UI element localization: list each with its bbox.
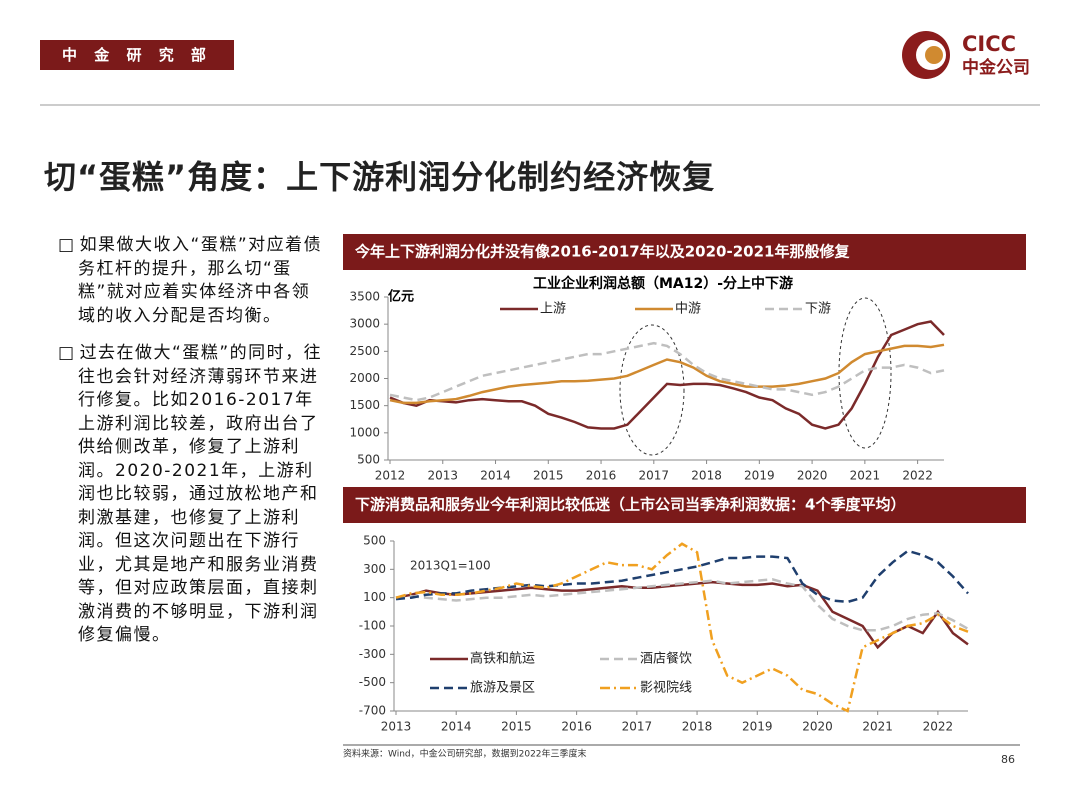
x-tick-label: 2017 <box>622 720 653 734</box>
legend-label: 酒店餐饮 <box>640 651 692 667</box>
y-tick-label: 3500 <box>349 290 380 304</box>
page-number: 86 <box>1001 753 1015 766</box>
x-tick-label: 2022 <box>902 469 933 483</box>
banner <box>343 234 1026 270</box>
x-tick-label: 2019 <box>744 469 775 483</box>
x-tick-label: 2016 <box>586 469 617 483</box>
x-tick-label: 2016 <box>561 720 592 734</box>
y-tick-label: -100 <box>359 619 386 633</box>
y-tick-label: 500 <box>363 534 386 548</box>
divider <box>40 104 1040 106</box>
legend-label: 中游 <box>675 302 701 317</box>
slide-title: 切“蛋糕”角度：上下游利润分化制约经济恢复 <box>44 158 716 196</box>
x-tick-label: 2014 <box>480 469 511 483</box>
logo-text: 中金公司 <box>962 57 1030 78</box>
logo: CICC 中金公司 <box>902 31 1030 79</box>
x-tick-label: 2020 <box>802 720 833 734</box>
bullet: 过去在做大“蛋糕”的同时，往往也会针对经济薄弱环节来进行修复。比如2016-20… <box>58 342 328 648</box>
highlight-ellipse <box>838 297 892 449</box>
x-tick-label: 2022 <box>923 720 954 734</box>
series-line <box>395 580 969 650</box>
x-tick-label: 2012 <box>375 469 406 483</box>
logo-text: CICC <box>962 32 1016 56</box>
x-tick-label: 2020 <box>797 469 828 483</box>
legend-label: 下游 <box>805 302 831 317</box>
x-tick-label: 2017 <box>639 469 670 483</box>
x-tick-label: 2019 <box>742 720 773 734</box>
series-line <box>395 549 969 604</box>
x-tick-label: 2013 <box>427 469 458 483</box>
source-note: 资料来源：Wind，中金公司研究部，数据到2022年三季度末 <box>343 748 587 760</box>
series-line <box>395 578 969 632</box>
series-line <box>389 343 945 405</box>
y-tick-label: -500 <box>359 675 386 689</box>
y-tick-label: 1000 <box>349 425 380 439</box>
x-tick-label: 2018 <box>691 469 722 483</box>
series-line <box>389 341 945 402</box>
y-tick-label: 1500 <box>349 398 380 412</box>
legend-label: 上游 <box>540 302 566 317</box>
x-tick-label: 2018 <box>682 720 713 734</box>
y-tick-label: -700 <box>359 704 386 718</box>
y-tick-label: 2000 <box>349 371 380 385</box>
x-tick-label: 2013 <box>381 720 412 734</box>
x-tick-label: 2015 <box>501 720 532 734</box>
y-tick-label: -300 <box>359 647 386 661</box>
y-tick-label: 300 <box>363 562 386 576</box>
highlight-ellipse <box>619 324 685 456</box>
y-unit: 亿元 <box>388 289 414 305</box>
x-tick-label: 2014 <box>441 720 472 734</box>
y-tick-label: 500 <box>357 453 380 467</box>
annotation: 2013Q1=100 <box>410 559 491 573</box>
logo-mark <box>925 46 943 64</box>
y-tick-label: 2500 <box>349 344 380 358</box>
bullet: 如果做大收入“蛋糕”对应着债务杠杆的提升，那么切“蛋糕”就对应着实体经济中各领域… <box>58 234 328 328</box>
x-tick-label: 2015 <box>533 469 564 483</box>
banner <box>343 487 1026 523</box>
department-label: 中 金 研 究 部 <box>40 40 234 70</box>
y-tick-label: 100 <box>363 590 386 604</box>
chart-title: 工业企业利润总额（MA12）-分上中下游 <box>533 275 793 292</box>
banner-text: 今年上下游利润分化并没有像2016-2017年以及2020-2021年那般修复 <box>354 243 850 261</box>
y-tick-label: 3000 <box>349 317 380 331</box>
bullet-list: 如果做大收入“蛋糕”对应着债务杠杆的提升，那么切“蛋糕”就对应着实体经济中各领域… <box>58 234 328 662</box>
banner-text: 下游消费品和服务业今年利润比较低迷（上市公司当季净利润数据：4个季度平均） <box>355 496 905 514</box>
series-line <box>395 542 969 713</box>
legend-label: 旅游及景区 <box>470 681 535 696</box>
legend-label: 高铁和航运 <box>470 651 535 667</box>
x-tick-label: 2021 <box>862 720 893 734</box>
legend-label: 影视院线 <box>640 681 692 696</box>
x-tick-label: 2021 <box>850 469 881 483</box>
series-line <box>389 320 945 430</box>
